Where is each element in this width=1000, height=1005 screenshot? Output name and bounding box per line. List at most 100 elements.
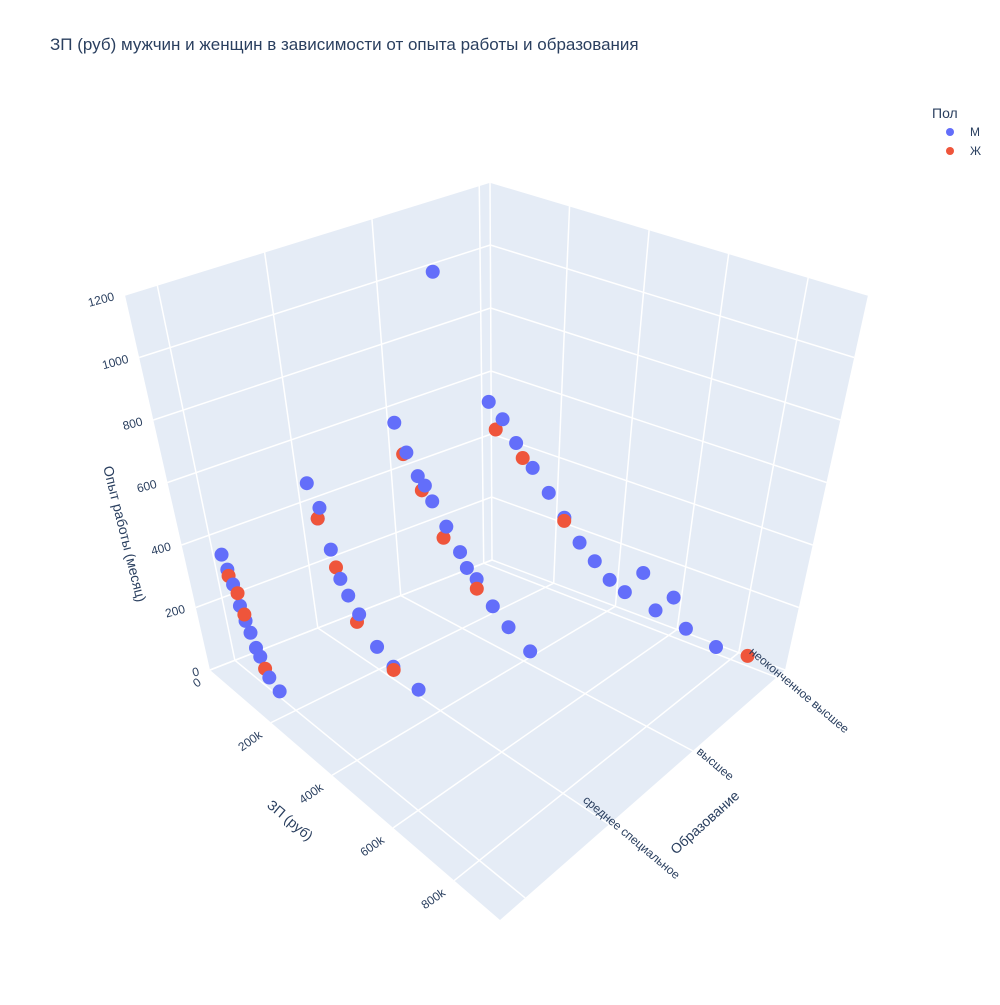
- legend-marker: [946, 128, 954, 136]
- point: [272, 684, 287, 699]
- grid-line: [491, 496, 800, 609]
- grid-line: [331, 605, 616, 776]
- legend-label: Ж: [970, 144, 981, 158]
- point: [481, 394, 496, 409]
- point: [678, 621, 693, 636]
- x-tick-label: 800k: [419, 885, 449, 912]
- point: [312, 500, 327, 515]
- point: [333, 571, 348, 586]
- point: [237, 607, 252, 622]
- point: [230, 586, 245, 601]
- left-wall: [125, 182, 492, 670]
- point: [666, 590, 681, 605]
- grid-line: [270, 582, 555, 724]
- x-tick-label: 0: [190, 675, 204, 690]
- grid-line: [392, 628, 678, 829]
- point: [299, 476, 314, 491]
- point: [557, 513, 572, 528]
- point: [323, 542, 338, 557]
- x-tick-label: 200k: [235, 727, 265, 754]
- grid-line: [737, 277, 810, 653]
- point: [488, 422, 503, 437]
- grid-line: [614, 229, 650, 607]
- point: [708, 640, 723, 655]
- z-tick-label: 1000: [101, 352, 131, 373]
- point: [523, 644, 538, 659]
- grid-line: [153, 307, 491, 421]
- point: [740, 648, 755, 663]
- floor: [210, 560, 785, 920]
- y-axis-title: Образование: [667, 787, 742, 857]
- point: [399, 445, 414, 460]
- point: [501, 620, 516, 635]
- grid-line: [483, 562, 777, 679]
- grid-line: [124, 181, 491, 296]
- point: [485, 599, 500, 614]
- grid-line: [552, 205, 571, 584]
- grid-line: [490, 307, 841, 421]
- grid-line: [490, 370, 827, 484]
- grid-line: [400, 594, 694, 752]
- point: [243, 625, 258, 640]
- point: [436, 530, 451, 545]
- grid-line: [491, 433, 813, 546]
- points: [214, 264, 755, 699]
- z-tick-label: 200: [164, 602, 187, 621]
- point: [648, 603, 663, 618]
- point: [253, 649, 268, 664]
- grid-line: [138, 244, 491, 359]
- point: [602, 572, 617, 587]
- point: [495, 412, 510, 427]
- point: [341, 588, 356, 603]
- point: [572, 535, 587, 550]
- grid-line: [371, 218, 402, 596]
- point: [328, 560, 343, 575]
- y-tick-label: среднее специальное: [580, 793, 683, 882]
- grid-line: [490, 244, 855, 359]
- y-tick-label: неоконченное высшее: [747, 645, 852, 737]
- x-tick-label: 600k: [358, 832, 388, 859]
- grid-line: [489, 181, 493, 561]
- point: [425, 264, 440, 279]
- z-tick-label: 1200: [86, 289, 116, 310]
- chart-title: ЗП (руб) мужчин и женщин в зависимости о…: [50, 35, 639, 54]
- point: [509, 436, 524, 451]
- grid-line: [317, 627, 610, 826]
- back-wall: [490, 182, 868, 670]
- grid-line: [453, 652, 740, 882]
- grid-line: [234, 659, 526, 899]
- point: [587, 554, 602, 569]
- point: [636, 565, 651, 580]
- grid-line: [478, 185, 485, 564]
- z-tick-label: 600: [135, 477, 158, 496]
- point: [541, 485, 556, 500]
- point: [386, 662, 401, 677]
- grid-line: [263, 251, 319, 629]
- y-tick-label: высшее: [694, 744, 737, 783]
- grid-line: [489, 181, 869, 296]
- point: [459, 560, 474, 575]
- point: [469, 581, 484, 596]
- point: [214, 547, 229, 562]
- scene-walls: [125, 182, 868, 920]
- point: [262, 670, 277, 685]
- point: [515, 451, 530, 466]
- grid-line: [156, 284, 236, 661]
- x-tick-label: 400k: [296, 780, 326, 807]
- legend-label: М: [970, 125, 980, 139]
- point: [453, 545, 468, 560]
- point: [525, 460, 540, 475]
- scene-grid: [124, 181, 869, 899]
- z-tick-label: 800: [121, 414, 144, 433]
- point: [439, 519, 454, 534]
- grid-line: [167, 370, 492, 484]
- point: [411, 682, 426, 697]
- point: [417, 478, 432, 493]
- legend-marker: [946, 147, 954, 155]
- point: [425, 494, 440, 509]
- grid-line: [491, 559, 786, 671]
- legend-title: Пол: [932, 105, 958, 121]
- grid-line: [181, 433, 492, 546]
- point: [617, 585, 632, 600]
